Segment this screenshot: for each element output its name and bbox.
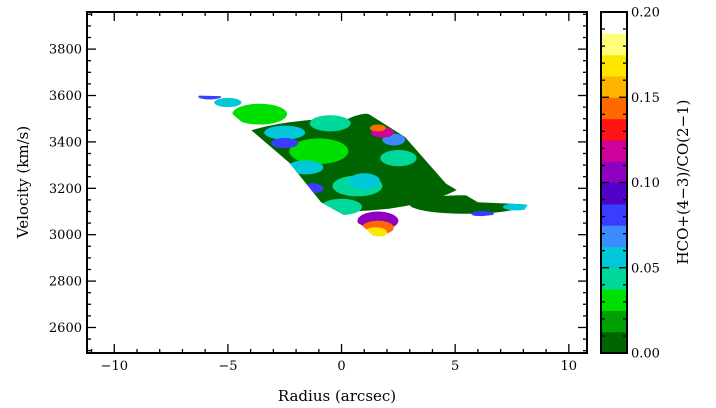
heatmap-patch-4 bbox=[289, 138, 348, 164]
y-tick-label: 2800 bbox=[49, 275, 82, 290]
colorbar-tick-label: 0.05 bbox=[631, 261, 660, 276]
heatmap-patch-6 bbox=[310, 115, 351, 131]
colorbar-band bbox=[601, 332, 627, 354]
colorbar-band bbox=[601, 310, 627, 332]
colorbar-band bbox=[601, 246, 627, 268]
y-tick-labels: 2600 2800 3000 3200 3400 3600 3800 bbox=[49, 43, 82, 336]
colorbar-band bbox=[601, 33, 627, 55]
colorbar-tick-labels: 0.00 0.05 0.10 0.15 0.20 bbox=[631, 6, 660, 362]
x-axis-title: Radius (arcsec) bbox=[278, 387, 396, 405]
heatmap-patch-9 bbox=[264, 126, 305, 140]
y-tick-label: 3200 bbox=[49, 182, 82, 197]
colorbar-tick-label: 0.10 bbox=[631, 176, 660, 191]
colorbar-band bbox=[601, 55, 627, 77]
x-tick-label: 0 bbox=[337, 359, 345, 374]
heatmap-patch-10 bbox=[348, 173, 380, 189]
y-tick-label: 3400 bbox=[49, 135, 82, 150]
heatmap-patch-23 bbox=[370, 125, 386, 132]
colorbar-band bbox=[601, 225, 627, 247]
y-axis-title: Velocity (km/s) bbox=[14, 126, 32, 239]
x-tick-labels: −10 −5 0 5 10 bbox=[101, 359, 578, 374]
colorbar-tick-label: 0.00 bbox=[631, 347, 660, 362]
heatmap-patch-15 bbox=[271, 138, 298, 148]
colorbar-band bbox=[601, 140, 627, 162]
heatmap-patch-12 bbox=[214, 98, 241, 107]
colorbar-tick-label: 0.15 bbox=[631, 91, 660, 106]
y-tick-label: 3800 bbox=[49, 43, 82, 58]
y-tick-label: 2600 bbox=[49, 321, 82, 336]
colorbar-band bbox=[601, 268, 627, 290]
x-tick-label: −10 bbox=[101, 359, 128, 374]
colorbar-tick-label: 0.20 bbox=[631, 6, 660, 21]
colorbar-band bbox=[601, 76, 627, 98]
x-tick-label: 5 bbox=[451, 359, 459, 374]
colorbar: 0.00 0.05 0.10 0.15 0.20 HCO+(4−3)/CO(2−1) bbox=[601, 6, 692, 362]
x-tick-label: −5 bbox=[218, 359, 237, 374]
colorbar-band bbox=[601, 183, 627, 205]
colorbar-title: HCO+(4−3)/CO(2−1) bbox=[674, 100, 692, 265]
plot-area: −10 −5 0 5 10 2600 2800 3000 3200 3400 3600 3800 R… bbox=[14, 12, 587, 405]
colorbar-band bbox=[601, 12, 627, 34]
heatmap-patch-7 bbox=[380, 150, 416, 166]
x-tick-label: 10 bbox=[561, 359, 578, 374]
colorbar-band bbox=[601, 119, 627, 141]
y-tick-label: 3000 bbox=[49, 228, 82, 243]
colorbar-band bbox=[601, 204, 627, 226]
colorbar-band bbox=[601, 161, 627, 183]
y-tick-label: 3600 bbox=[49, 89, 82, 104]
colorbar-band bbox=[601, 289, 627, 311]
colorbar-band bbox=[601, 97, 627, 119]
